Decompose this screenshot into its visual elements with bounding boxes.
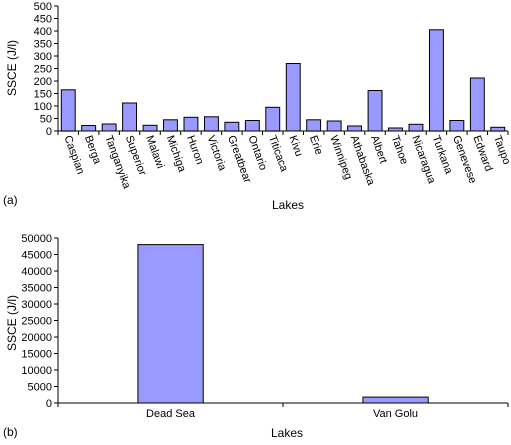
panel-a-y-tick-label: 0	[46, 126, 52, 138]
panel-b-x-axis-title: Lakes	[271, 426, 303, 440]
panel-a-x-tick-label: Tahoe	[389, 134, 411, 166]
panel-a-x-tick-label: Malawi	[143, 134, 166, 170]
panel-b-y-tick-label: 10000	[21, 365, 52, 377]
panel-a-y-tick-label: 300	[34, 51, 52, 63]
panel-a-x-tick-label: Huron	[184, 134, 206, 166]
panel-b-bar-dead-sea	[137, 244, 204, 404]
panel-b-label: (b)	[3, 425, 18, 439]
panel-b-y-tick-label: 25000	[21, 316, 52, 328]
panel-b-bar-van-golu	[362, 396, 429, 404]
panel-a-bar-titicaca	[265, 106, 281, 132]
panel-a-y-tick-label: 500	[34, 1, 52, 13]
chart-panel-a: (a) SSCE (J/l) Lakes 0501001502002503003…	[3, 1, 511, 212]
panel-a-x-tick-label: Titicaca	[266, 134, 290, 174]
panel-a-y-tick-label: 150	[34, 89, 52, 101]
panel-a-bar-ontario	[244, 120, 260, 132]
panel-a-y-tick-label: 250	[34, 64, 52, 76]
panel-a-y-tick-label: 400	[34, 26, 52, 38]
panel-a-x-tick-label: Berga	[82, 134, 104, 167]
panel-a-y-axis-title: SSCE (J/l)	[5, 40, 19, 96]
panel-a-x-tick-label: Michiga	[164, 134, 189, 175]
panel-b-y-tick-label: 0	[46, 398, 52, 410]
panel-b-y-tick-label: 50000	[21, 233, 52, 245]
panel-a-x-tick-label: Victoria	[205, 134, 229, 173]
panel-b-x-tick-label: Van Golu	[373, 408, 418, 420]
panel-a-bar-genevese	[449, 120, 465, 132]
panel-b-y-tick-label: 20000	[21, 332, 52, 344]
panel-a-y-tick-label: 100	[34, 101, 52, 113]
panel-b-y-tick-label: 35000	[21, 283, 52, 295]
panel-a-bar-huron	[183, 116, 199, 132]
panel-a-y-tick-label: 350	[34, 39, 52, 51]
panel-a-bar-albert	[367, 90, 383, 132]
panel-a-bar-erie	[306, 119, 322, 132]
panel-a-bar-victoria	[204, 116, 219, 132]
panel-a-bar-athabaska	[347, 125, 363, 132]
panel-b-y-axis-title: SSCE (J/l)	[5, 295, 19, 351]
panel-a-bar-caspian	[60, 89, 76, 132]
panel-a-x-tick-label: Erie	[307, 134, 325, 156]
panel-a-x-tick-label: Albert	[368, 134, 389, 165]
panel-a-x-tick-label: Kivu	[286, 134, 305, 158]
panel-a-x-axis-title: Lakes	[272, 198, 304, 212]
panel-a-bar-superior	[122, 102, 137, 132]
panel-a-bar-winnipeg	[326, 120, 342, 132]
panel-a-bar-tanganyika	[101, 123, 117, 132]
panel-a-bar-turkana	[429, 29, 444, 132]
panel-a-label: (a)	[3, 193, 18, 207]
panel-a-bar-edward	[469, 77, 485, 132]
panel-b-y-tick-label: 15000	[21, 349, 52, 361]
panel-a-bar-nicaragua	[408, 123, 424, 132]
panel-a-y-tick-label: 200	[34, 76, 52, 88]
chart-panel-b: (b) SSCE (J/l) Lakes 0 5000 10000 15000 2000…	[3, 233, 509, 440]
panel-a-y-tick-label: 50	[40, 114, 52, 126]
panel-a-bar-malawi	[142, 124, 158, 132]
panel-b-y-tick-label: 45000	[21, 250, 52, 262]
panel-a-bar-kivu	[285, 63, 301, 132]
panel-a-x-tick-label: Taupo	[491, 134, 511, 166]
panel-b-x-tick-label: Dead Sea	[146, 408, 196, 420]
panel-b-y-tick-label: 40000	[21, 266, 52, 278]
panel-b-y-tick-label: 30000	[21, 299, 52, 311]
panel-a-y-tick-label: 450	[34, 14, 52, 26]
panel-a-bar-michiga	[163, 119, 178, 132]
panel-a-bar-berga	[81, 125, 97, 132]
panel-b-y-tick-label: 5000	[28, 382, 52, 394]
panel-a-bar-greatbear	[224, 121, 240, 132]
